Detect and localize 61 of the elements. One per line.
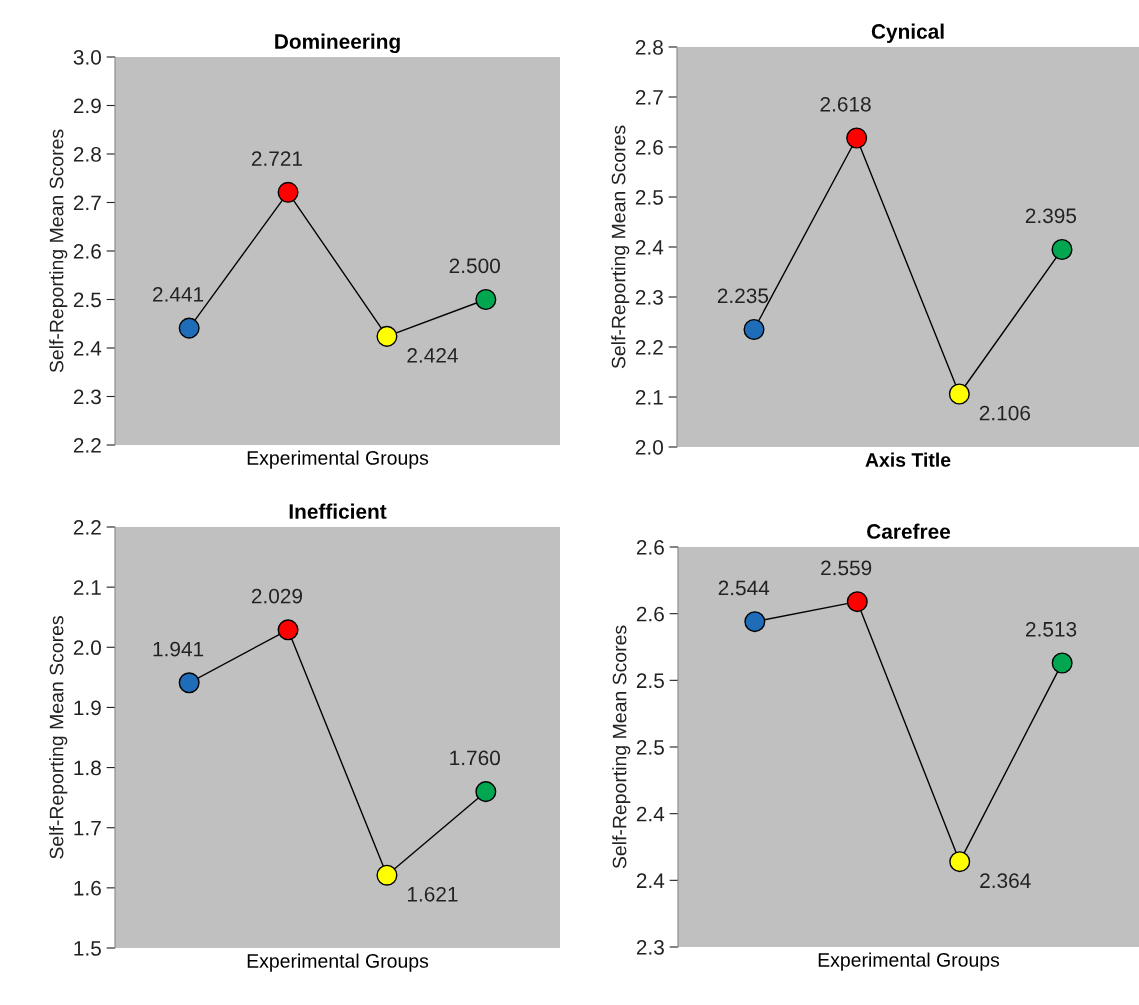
y-tick-label: 2.6 bbox=[73, 244, 101, 259]
y-tick-label: 2.3 bbox=[73, 389, 101, 405]
y-tick-label: 2.5 bbox=[636, 740, 664, 755]
chart-title: Domineering bbox=[275, 33, 400, 54]
chart-title: Carefree bbox=[867, 523, 951, 539]
text: 1.941 bbox=[153, 641, 204, 657]
y-tick-label: 2.2 bbox=[635, 340, 663, 355]
y-tick-label: 2.9 bbox=[73, 98, 101, 114]
x-axis-title: Experimental Groups bbox=[247, 450, 429, 469]
y-tick-label: 2.2 bbox=[73, 520, 101, 535]
y-tick-label: 2.7 bbox=[73, 195, 101, 211]
y-tick-label: 2.1 bbox=[73, 580, 101, 595]
y-tick-label: 2.6 bbox=[636, 540, 664, 555]
y-tick-label: 2.6 bbox=[635, 140, 663, 155]
y-tick-label: 1.6 bbox=[74, 880, 101, 896]
text: 2.364 bbox=[980, 873, 1031, 889]
text: 2.618 bbox=[820, 96, 871, 112]
y-tick-label: 2.4 bbox=[635, 240, 664, 255]
y-tick-label: 1.9 bbox=[74, 700, 101, 716]
text: 2.235 bbox=[717, 288, 769, 304]
y-tick-label: 2.7 bbox=[635, 90, 663, 105]
y-tick-label: 2.3 bbox=[636, 940, 664, 955]
y-axis-title: Self-Reporting Mean Scores bbox=[611, 125, 630, 369]
text: 1.760 bbox=[450, 750, 500, 766]
y-tick-label: 2.6 bbox=[636, 606, 664, 622]
y-tick-label: 2.5 bbox=[73, 292, 101, 308]
y-tick-label: 2.0 bbox=[635, 440, 663, 455]
y-tick-label: 3.0 bbox=[73, 50, 101, 65]
y-tick-label: 2.8 bbox=[73, 147, 101, 162]
y-tick-label: 2.8 bbox=[635, 40, 663, 55]
y-tick-label: 1.7 bbox=[74, 820, 101, 836]
chart-title: Inefficient bbox=[289, 503, 387, 519]
y-tick-label: 2.4 bbox=[636, 873, 665, 888]
y-tick-label: 2.5 bbox=[635, 190, 663, 205]
y-tick-label: 2.3 bbox=[635, 290, 663, 305]
y-tick-label: 2.2 bbox=[73, 438, 101, 453]
y-tick-label: 2.5 bbox=[636, 673, 664, 689]
text: 2.106 bbox=[979, 405, 1030, 421]
y-tick-label: 2.1 bbox=[635, 390, 663, 405]
text: 2.441 bbox=[153, 287, 204, 302]
x-axis-title: Axis Title bbox=[865, 452, 951, 467]
y-tick-label: 1.8 bbox=[74, 760, 101, 776]
x-axis-title: Experimental Groups bbox=[247, 953, 429, 972]
y-tick-label: 1.5 bbox=[74, 941, 101, 956]
text: 1.621 bbox=[407, 886, 458, 902]
text: 2.544 bbox=[718, 580, 770, 596]
text: 2.395 bbox=[1025, 208, 1077, 224]
text: 2.424 bbox=[407, 348, 458, 363]
y-tick-label: 2.4 bbox=[73, 341, 102, 356]
y-axis-title: Self-Reporting Mean Scores bbox=[612, 625, 631, 869]
y-axis-title: Self-Reporting Mean Scores bbox=[49, 129, 68, 373]
x-axis-title: Experimental Groups bbox=[818, 952, 1000, 971]
y-axis-title: Self-Reporting Mean Scores bbox=[49, 616, 68, 859]
text: 2.513 bbox=[1026, 621, 1077, 637]
text: 2.721 bbox=[251, 151, 302, 166]
text: 2.029 bbox=[251, 588, 303, 604]
y-tick-label: 2.0 bbox=[73, 640, 101, 656]
text: 2.500 bbox=[449, 258, 500, 274]
y-tick-label: 2.4 bbox=[636, 806, 665, 822]
text: 2.559 bbox=[821, 560, 872, 576]
chart-title: Cynical bbox=[871, 23, 944, 43]
